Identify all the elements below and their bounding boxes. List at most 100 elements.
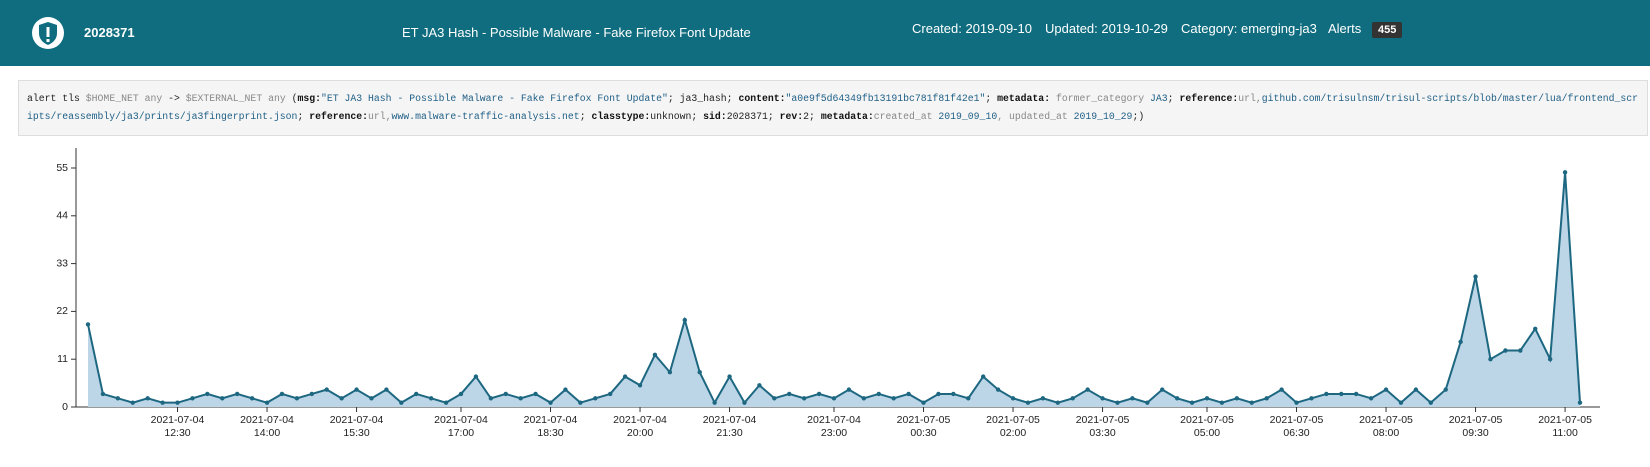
point — [1264, 396, 1269, 401]
point — [831, 396, 837, 401]
point — [100, 391, 106, 397]
x-tick-label: 2021-07-05 05:00 — [1180, 414, 1234, 439]
rule-title: ET JA3 Hash - Possible Malware - Fake Fi… — [402, 25, 751, 40]
rule-token: JA3 — [1150, 93, 1168, 104]
point — [667, 370, 673, 375]
point — [488, 396, 494, 401]
point — [921, 400, 926, 405]
point — [533, 391, 538, 397]
point — [145, 396, 150, 401]
point — [981, 374, 986, 379]
alerts-count[interactable]: 455 — [1372, 22, 1403, 38]
point — [697, 370, 702, 375]
point — [473, 374, 479, 379]
point — [787, 391, 792, 397]
rule-token: "a0e9f5d64349fb13191bc781f81f42e1" — [785, 93, 986, 104]
point — [1577, 400, 1583, 405]
point — [1547, 357, 1553, 362]
point — [1428, 400, 1434, 405]
x-tick-label: 2021-07-04 14:00 — [240, 414, 294, 439]
chart: 0 11 22 33 44 55 2021-07-04 12:30 2021-07-04 1… — [0, 140, 1650, 467]
rule-token: ( — [285, 93, 298, 104]
rule-token: former_category — [1050, 93, 1151, 104]
point — [384, 387, 389, 392]
rule-text: alert tls $HOME_NET any -> $EXTERNAL_NET… — [18, 80, 1648, 136]
point — [399, 400, 404, 405]
rule-token: metadata: — [997, 93, 1051, 104]
point — [995, 387, 1001, 392]
y-tick-label: 11 — [57, 353, 68, 365]
point — [249, 396, 255, 401]
rule-token: ; — [691, 111, 704, 122]
point — [578, 400, 583, 405]
x-tick-label: 2021-07-04 21:30 — [702, 414, 757, 439]
point — [1174, 396, 1180, 401]
point — [772, 396, 777, 401]
point — [1443, 387, 1448, 392]
x-tick-label: 2021-07-04 12:30 — [150, 414, 205, 439]
point — [160, 400, 165, 405]
point — [876, 391, 881, 397]
shield-icon — [32, 17, 64, 49]
rule-token: url, — [1238, 93, 1262, 104]
point — [115, 396, 121, 401]
point — [1219, 400, 1225, 405]
rule-token: content: — [738, 93, 786, 104]
point — [1413, 387, 1419, 392]
rule-token: alert tls — [27, 93, 86, 104]
x-tick-label: 2021-07-05 11:00 — [1538, 414, 1592, 439]
point — [443, 400, 449, 405]
point — [1383, 387, 1389, 392]
point — [190, 396, 195, 401]
point — [354, 387, 359, 392]
created: Created: 2019-09-10 — [912, 21, 1032, 36]
point — [1562, 170, 1568, 175]
point — [757, 383, 762, 388]
point — [652, 352, 658, 358]
point — [1189, 400, 1195, 405]
rule-token: url, — [368, 111, 392, 122]
rule-token: ; ja3_hash; — [667, 93, 739, 104]
point — [1249, 400, 1254, 405]
point — [175, 400, 180, 405]
y-tick-label: 0 — [62, 401, 68, 413]
x-tick-label: 2021-07-04 20:00 — [613, 414, 667, 439]
rule-token: ;) — [1132, 111, 1145, 122]
x-tick-label: 2021-07-05 08:00 — [1359, 414, 1413, 439]
point — [85, 322, 91, 327]
point — [1130, 396, 1135, 401]
point — [503, 391, 508, 397]
x-tick-label: 2021-07-05 00:30 — [896, 414, 951, 439]
rule-token: ; — [985, 93, 998, 104]
point — [279, 391, 285, 397]
rule-token: created_at — [873, 111, 939, 122]
point — [712, 400, 717, 405]
point — [428, 396, 434, 401]
point — [1145, 400, 1150, 405]
point — [1160, 387, 1165, 392]
point — [1473, 274, 1478, 279]
rule-token: ; — [809, 111, 821, 122]
point — [816, 391, 822, 397]
rule-token: "ET JA3 Hash - Possible Malware - Fake F… — [321, 93, 668, 104]
point — [1354, 391, 1359, 397]
updated: Updated: 2019-10-29 — [1045, 21, 1168, 36]
y-tick-label: 22 — [56, 305, 68, 317]
rule-token: rev: — [779, 111, 804, 122]
point — [682, 317, 687, 323]
category: Category: emerging-ja3 — [1181, 21, 1317, 36]
rule-token: ; — [297, 111, 310, 122]
x-tick-label: 2021-07-04 18:30 — [523, 414, 578, 439]
rule-token: -> — [162, 93, 186, 104]
rule-token: 2028371 — [726, 111, 768, 122]
rule-token: msg: — [297, 93, 322, 104]
point — [861, 396, 867, 401]
point — [205, 391, 210, 397]
rule-token: github.com/trisulnsm/trisul-scripts/blob… — [27, 93, 1639, 122]
x-tick-label: 2021-07-05 03:30 — [1075, 414, 1130, 439]
x-tick-label: 2021-07-05 06:30 — [1269, 414, 1324, 439]
point — [1234, 396, 1240, 401]
rule-token: 2019_09_10 — [938, 111, 998, 122]
point — [801, 396, 807, 401]
